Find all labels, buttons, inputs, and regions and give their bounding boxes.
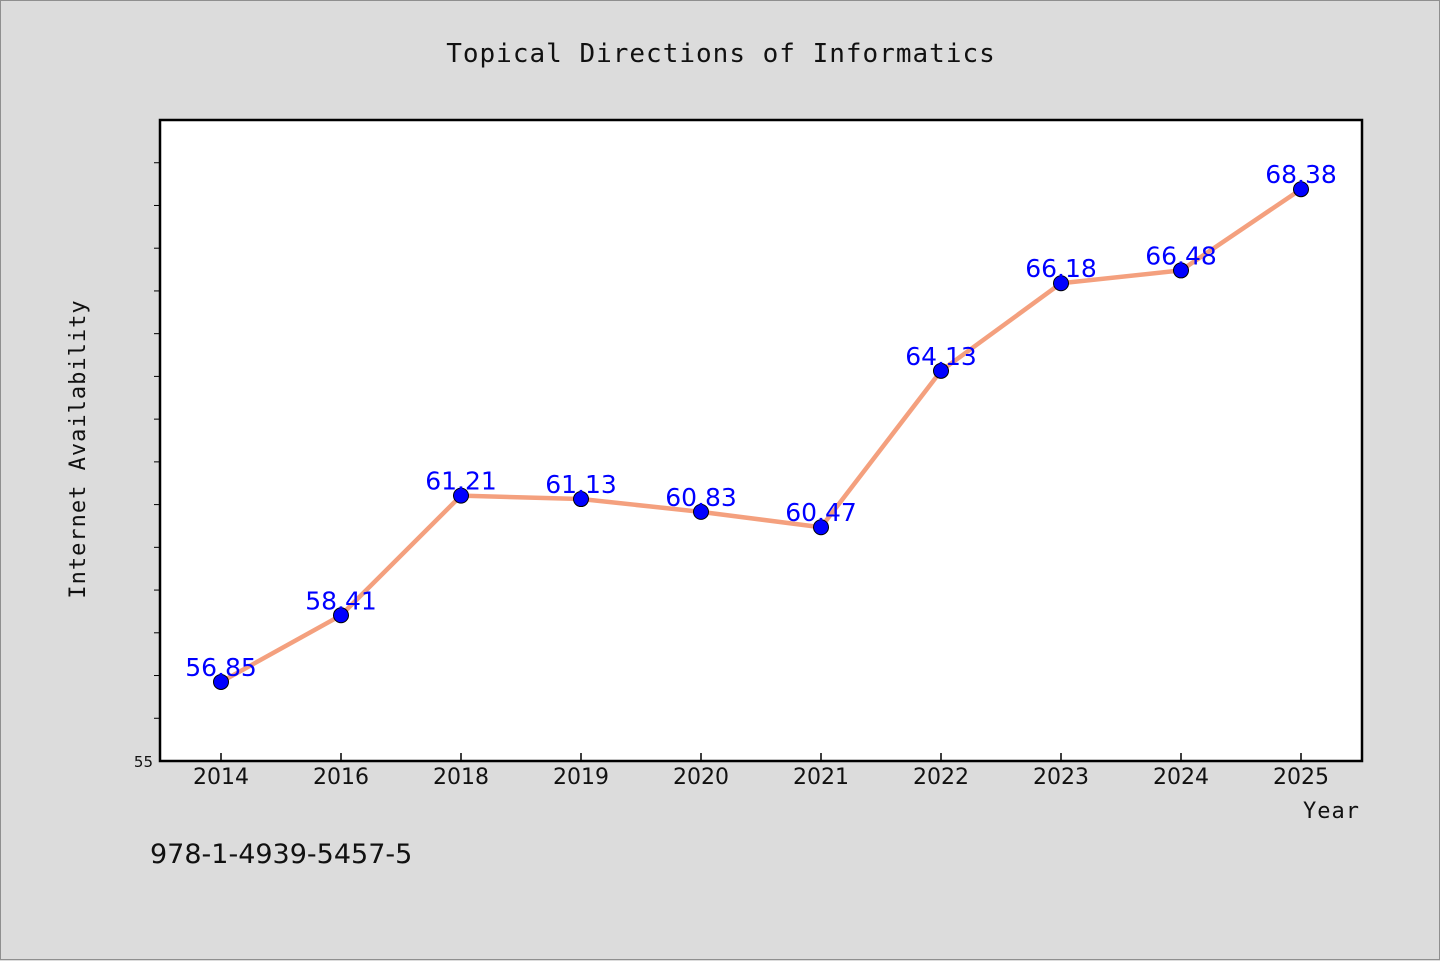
data-label: 66.48 bbox=[1145, 241, 1217, 270]
data-label: 68.38 bbox=[1265, 160, 1337, 189]
data-point bbox=[333, 607, 349, 624]
data-label: 61.13 bbox=[545, 470, 617, 499]
data-point bbox=[1053, 275, 1069, 292]
x-tick-label: 2018 bbox=[433, 765, 489, 790]
x-tick-label: 2023 bbox=[1033, 765, 1089, 790]
y-tick-label: 55 bbox=[134, 753, 153, 771]
y-axis-ticks bbox=[154, 162, 160, 719]
y-axis-label: Internet Availability bbox=[66, 299, 91, 598]
data-label: 56.85 bbox=[185, 653, 257, 682]
series-line-group bbox=[219, 187, 1303, 684]
plot-area bbox=[158, 118, 1364, 763]
x-tick-label: 2021 bbox=[793, 765, 849, 790]
data-point bbox=[1293, 181, 1309, 198]
annotation-text: 978-1-4939-5457-5 bbox=[150, 839, 412, 870]
series-markers-group bbox=[213, 181, 1309, 690]
x-tick-label: 2020 bbox=[673, 765, 729, 790]
data-point bbox=[453, 487, 469, 504]
data-label: 61.21 bbox=[425, 467, 497, 496]
x-tick-label: 2019 bbox=[553, 765, 609, 790]
data-label: 60.83 bbox=[665, 483, 737, 512]
x-tick-label: 2014 bbox=[193, 765, 249, 790]
chart-title: Topical Directions of Informatics bbox=[446, 39, 996, 69]
data-label: 60.47 bbox=[785, 498, 857, 527]
data-labels-group: 56.85 58.41 61.21 61.13 60.83 60.47 64.13 66.18… bbox=[185, 160, 1337, 682]
data-point bbox=[933, 362, 949, 379]
x-tick-label: 2025 bbox=[1273, 765, 1329, 790]
x-tick-label: 2022 bbox=[913, 765, 969, 790]
x-axis-ticks: 2014 2016 2018 2019 2020 2021 2022 2023 2024 2025 bbox=[193, 753, 1329, 790]
x-tick-label: 2016 bbox=[313, 765, 369, 790]
data-point bbox=[573, 491, 589, 508]
series-line bbox=[219, 187, 1303, 684]
data-label: 64.13 bbox=[905, 342, 977, 371]
data-point bbox=[1173, 262, 1189, 279]
x-tick-label: 2024 bbox=[1153, 765, 1209, 790]
data-point bbox=[213, 673, 229, 690]
data-label: 66.18 bbox=[1025, 254, 1097, 283]
data-point bbox=[813, 519, 829, 536]
data-label: 58.41 bbox=[305, 586, 377, 615]
x-axis-label: Year bbox=[1303, 799, 1360, 824]
data-point bbox=[693, 503, 709, 520]
